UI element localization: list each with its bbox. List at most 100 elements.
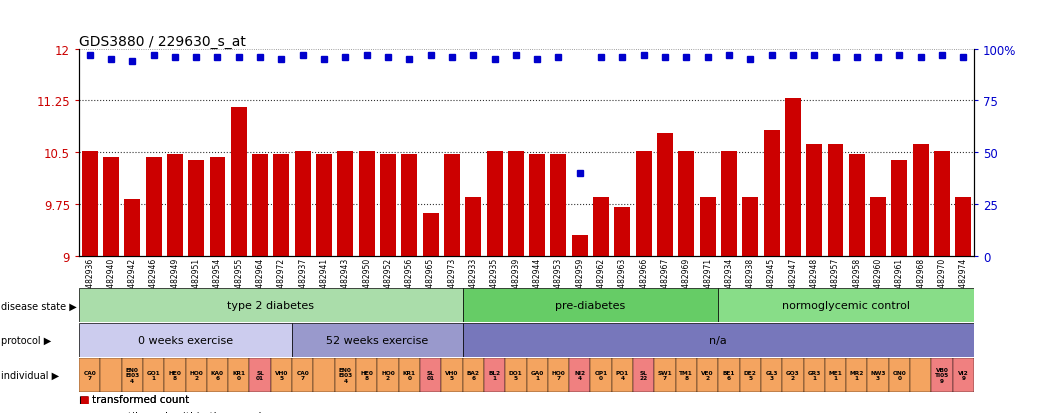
Bar: [803, 358, 824, 392]
Bar: [593, 197, 609, 256]
Bar: [718, 289, 974, 323]
Text: KR1
0: KR1 0: [233, 370, 245, 380]
Text: TM1
8: TM1 8: [679, 370, 693, 380]
Bar: [889, 358, 910, 392]
Bar: [420, 358, 441, 392]
Bar: [505, 358, 526, 392]
Bar: [422, 214, 439, 256]
Bar: [763, 131, 779, 256]
Bar: [824, 358, 847, 392]
Bar: [868, 358, 889, 392]
Text: normoglycemic control: normoglycemic control: [782, 301, 910, 311]
Bar: [210, 158, 225, 256]
Bar: [484, 358, 505, 392]
Text: HE0
8: HE0 8: [360, 370, 373, 380]
Bar: [739, 358, 761, 392]
Bar: [79, 289, 462, 323]
Text: GA0
1: GA0 1: [531, 370, 543, 380]
Bar: [807, 145, 822, 256]
Bar: [572, 235, 588, 256]
Text: GL3
3: GL3 3: [766, 370, 778, 380]
Text: transformed count: transformed count: [92, 394, 188, 404]
Text: VB0
TI05
9: VB0 TI05 9: [935, 367, 949, 383]
Bar: [699, 197, 716, 256]
Text: n/a: n/a: [710, 335, 728, 345]
Text: 52 weeks exercise: 52 weeks exercise: [326, 335, 429, 345]
Text: NW3
3: NW3 3: [871, 370, 886, 380]
Bar: [185, 358, 206, 392]
Text: SL
01: SL 01: [426, 370, 435, 380]
Bar: [188, 161, 204, 256]
Text: SL
01: SL 01: [256, 370, 264, 380]
Bar: [913, 145, 929, 256]
Bar: [316, 155, 332, 256]
Bar: [444, 155, 460, 256]
Text: GR3
1: GR3 1: [808, 370, 821, 380]
Bar: [121, 358, 143, 392]
Bar: [380, 155, 396, 256]
Bar: [295, 152, 311, 256]
Bar: [250, 358, 271, 392]
Bar: [761, 358, 782, 392]
Bar: [377, 358, 399, 392]
Text: BL2
1: BL2 1: [489, 370, 500, 380]
Bar: [955, 197, 971, 256]
Bar: [849, 155, 865, 256]
Bar: [742, 197, 758, 256]
Bar: [548, 358, 569, 392]
Text: GO3
2: GO3 2: [786, 370, 800, 380]
Bar: [206, 358, 229, 392]
Bar: [337, 152, 354, 256]
Bar: [356, 358, 377, 392]
Text: EN0
EI03
4: EN0 EI03 4: [338, 367, 353, 383]
Text: pre-diabetes: pre-diabetes: [555, 301, 625, 311]
Text: HO0
7: HO0 7: [552, 370, 565, 380]
Bar: [79, 323, 292, 357]
Text: VE0
2: VE0 2: [701, 370, 714, 380]
Text: ■: ■: [79, 394, 88, 404]
Bar: [486, 152, 502, 256]
Bar: [229, 358, 250, 392]
Text: MR2
1: MR2 1: [850, 370, 865, 380]
Bar: [953, 358, 974, 392]
Text: ■ transformed count: ■ transformed count: [79, 394, 190, 404]
Bar: [292, 358, 314, 392]
Text: protocol ▶: protocol ▶: [1, 335, 52, 345]
Bar: [870, 197, 887, 256]
Bar: [231, 108, 246, 256]
Bar: [164, 358, 185, 392]
Text: percentile rank within the sample: percentile rank within the sample: [92, 411, 267, 413]
Text: 0 weeks exercise: 0 weeks exercise: [138, 335, 233, 345]
Text: OP1
0: OP1 0: [595, 370, 608, 380]
Text: EN0
EI03
4: EN0 EI03 4: [125, 367, 139, 383]
Text: ME1
1: ME1 1: [829, 370, 842, 380]
Bar: [465, 197, 481, 256]
Bar: [143, 358, 164, 392]
Text: CA0
7: CA0 7: [296, 370, 310, 380]
Bar: [530, 155, 545, 256]
Bar: [145, 158, 161, 256]
Text: VH0
5: VH0 5: [275, 370, 289, 380]
Text: VH0
5: VH0 5: [445, 370, 459, 380]
Bar: [335, 358, 356, 392]
Bar: [274, 155, 290, 256]
Bar: [124, 199, 140, 256]
Bar: [526, 358, 548, 392]
Bar: [462, 358, 484, 392]
Bar: [910, 358, 932, 392]
Text: ■: ■: [79, 411, 88, 413]
Bar: [271, 358, 292, 392]
Bar: [697, 358, 718, 392]
Text: BA2
6: BA2 6: [466, 370, 480, 380]
Bar: [100, 358, 121, 392]
Bar: [591, 358, 612, 392]
Text: individual ▶: individual ▶: [1, 370, 59, 380]
Bar: [462, 289, 718, 323]
Text: KR1
0: KR1 0: [402, 370, 416, 380]
Bar: [654, 358, 676, 392]
Bar: [932, 358, 953, 392]
Bar: [252, 155, 269, 256]
Bar: [292, 323, 462, 357]
Bar: [166, 155, 183, 256]
Text: NI2
4: NI2 4: [574, 370, 585, 380]
